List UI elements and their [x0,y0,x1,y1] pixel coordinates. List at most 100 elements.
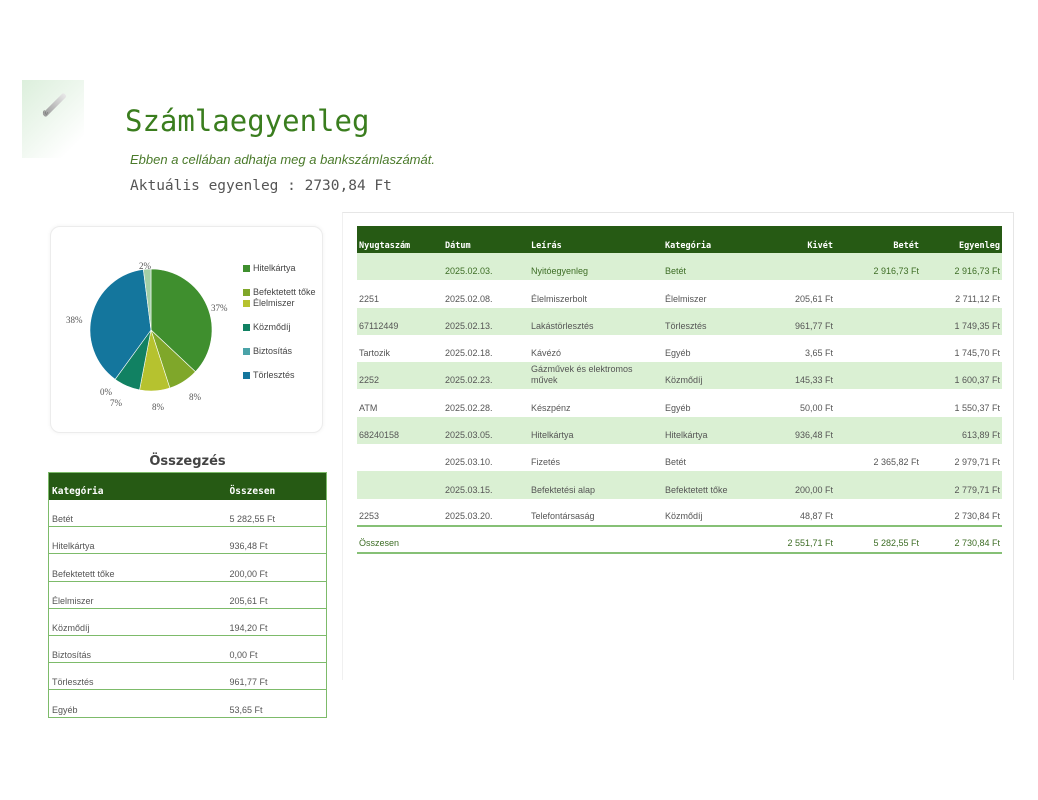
receipt-cell[interactable]: 67112449 [357,307,443,335]
date-cell[interactable]: 2025.03.10. [445,457,493,468]
deposit-cell[interactable] [835,362,921,390]
deposit-cell[interactable]: 2 365,82 Ft [873,457,919,468]
deposit-cell[interactable] [835,471,921,499]
receipt-cell[interactable] [357,253,443,281]
balance-cell[interactable]: 1 600,37 Ft [921,362,1002,390]
summary-category-cell[interactable]: Betét [48,499,227,528]
summary-total-cell[interactable]: 936,48 Ft [226,526,327,555]
receipt-cell[interactable]: Tartozik [359,348,391,359]
date-cell[interactable]: 2025.03.15. [443,471,529,499]
description-cell[interactable]: Hitelkártya [529,416,663,445]
col-header-description[interactable]: Leírás [529,226,663,253]
date-cell[interactable]: 2025.02.08. [445,293,493,304]
col-header-date[interactable]: Dátum [443,226,529,253]
summary-category-cell[interactable]: Befektetett tőke [48,553,227,582]
description-cell[interactable]: Fizetés [531,457,561,468]
receipt-cell[interactable]: 2252 [357,362,443,390]
summary-total-cell[interactable]: 53,65 Ft [226,689,327,718]
category-cell[interactable]: Betét [665,457,687,468]
summary-category-cell[interactable]: Törlesztés [48,662,227,691]
balance-cell[interactable]: 1 749,35 Ft [921,307,1002,335]
summary-category-cell[interactable]: Egyéb [48,689,227,718]
summary-total-cell[interactable]: 194,20 Ft [226,608,327,636]
withdrawal-cell[interactable]: 145,33 Ft [763,362,835,390]
description-cell[interactable]: Élelmiszerbolt [531,293,588,304]
date-cell[interactable]: 2025.03.05. [443,416,529,445]
deposit-cell[interactable] [835,280,921,307]
summary-category-cell[interactable]: Biztosítás [48,635,227,664]
date-cell[interactable]: 2025.02.03. [443,253,529,281]
col-header-deposit[interactable]: Betét [835,226,921,253]
withdrawal-cell[interactable]: 961,77 Ft [763,307,835,335]
pie-slice[interactable] [89,269,152,380]
balance-cell[interactable]: 2 979,71 Ft [954,457,1000,468]
withdrawal-cell[interactable]: 50,00 Ft [799,402,833,413]
col-header-withdrawal[interactable]: Kivét [763,226,835,253]
receipt-cell[interactable] [357,444,443,471]
description-cell[interactable]: Lakástörlesztés [529,307,663,335]
withdrawal-cell[interactable]: 3,65 Ft [804,348,833,359]
withdrawal-cell[interactable]: 205,61 Ft [794,293,833,304]
withdrawal-cell[interactable]: 936,48 Ft [763,416,835,445]
summary-total-cell[interactable]: 961,77 Ft [226,662,327,691]
balance-cell[interactable]: 2 916,73 Ft [921,253,1002,281]
withdrawal-cell[interactable] [763,444,835,471]
category-cell[interactable]: Betét [663,253,763,281]
balance-cell[interactable]: 2 779,71 Ft [921,471,1002,499]
summary-total-cell[interactable]: 200,00 Ft [226,553,327,582]
category-cell[interactable]: Hitelkártya [663,416,763,445]
receipt-cell[interactable] [357,471,443,499]
summary-total-cell[interactable]: 205,61 Ft [226,581,327,609]
receipt-cell[interactable]: 2253 [357,498,443,527]
pie-slice[interactable] [150,268,213,373]
date-cell[interactable]: 2025.02.28. [445,402,493,413]
summary-category-cell[interactable]: Közmődíj [48,608,227,636]
balance-cell[interactable]: 1 745,70 Ft [954,348,1000,359]
summary-category-cell[interactable]: Élelmiszer [48,581,227,609]
pie-chart[interactable]: 2% 37% 8% 8% 7% 0% 38% Hitelkártya Befek… [50,226,323,433]
deposit-cell[interactable] [835,416,921,445]
pie-slice[interactable] [143,268,152,331]
description-cell[interactable]: Nyitóegyenleg [529,253,663,281]
category-cell[interactable]: Befektetett tőke [663,471,763,499]
date-cell[interactable]: 2025.03.20. [443,498,529,527]
category-cell[interactable]: Élelmiszer [665,293,707,304]
receipt-cell[interactable]: 68240158 [357,416,443,445]
receipt-cell[interactable]: 2251 [359,293,380,304]
col-header-receipt[interactable]: Nyugtaszám [357,226,443,253]
category-cell[interactable]: Egyéb [665,348,691,359]
col-header-balance[interactable]: Egyenleg [921,226,1002,253]
category-cell[interactable]: Közmődíj [663,362,763,390]
category-cell[interactable]: Közmődíj [663,498,763,527]
deposit-cell[interactable] [835,498,921,527]
category-cell[interactable]: Egyéb [665,402,691,413]
date-cell[interactable]: 2025.02.13. [443,307,529,335]
description-cell[interactable]: Gázművek és elektromos művek [529,362,663,390]
balance-cell[interactable]: 1 550,37 Ft [954,402,1000,413]
description-cell[interactable]: Készpénz [531,402,571,413]
description-cell[interactable]: Telefontársaság [529,498,663,527]
date-cell[interactable]: 2025.02.18. [445,348,493,359]
summary-header-category[interactable]: Kategória [48,472,227,500]
balance-cell[interactable]: 2 730,84 Ft [921,498,1002,527]
balance-cell[interactable]: 613,89 Ft [921,416,1002,445]
description-cell[interactable]: Befektetési alap [529,471,663,499]
deposit-cell[interactable] [835,389,921,416]
summary-header-total[interactable]: Összesen [226,472,327,500]
account-number-cell[interactable]: Ebben a cellában adhatja meg a bankszáml… [130,152,435,167]
withdrawal-cell[interactable]: 48,87 Ft [763,498,835,527]
category-cell[interactable]: Törlesztés [663,307,763,335]
col-header-category[interactable]: Kategória [663,226,763,253]
summary-total-cell[interactable]: 5 282,55 Ft [226,499,327,528]
deposit-cell[interactable] [835,307,921,335]
deposit-cell[interactable] [835,335,921,362]
receipt-cell[interactable]: ATM [359,402,378,413]
withdrawal-cell[interactable]: 200,00 Ft [763,471,835,499]
summary-category-cell[interactable]: Hitelkártya [48,526,227,555]
balance-cell[interactable]: 2 711,12 Ft [955,293,1000,304]
summary-total-cell[interactable]: 0,00 Ft [226,635,327,664]
deposit-cell[interactable]: 2 916,73 Ft [835,253,921,281]
description-cell[interactable]: Kávézó [531,348,562,359]
date-cell[interactable]: 2025.02.23. [443,362,529,390]
withdrawal-cell[interactable] [763,253,835,281]
